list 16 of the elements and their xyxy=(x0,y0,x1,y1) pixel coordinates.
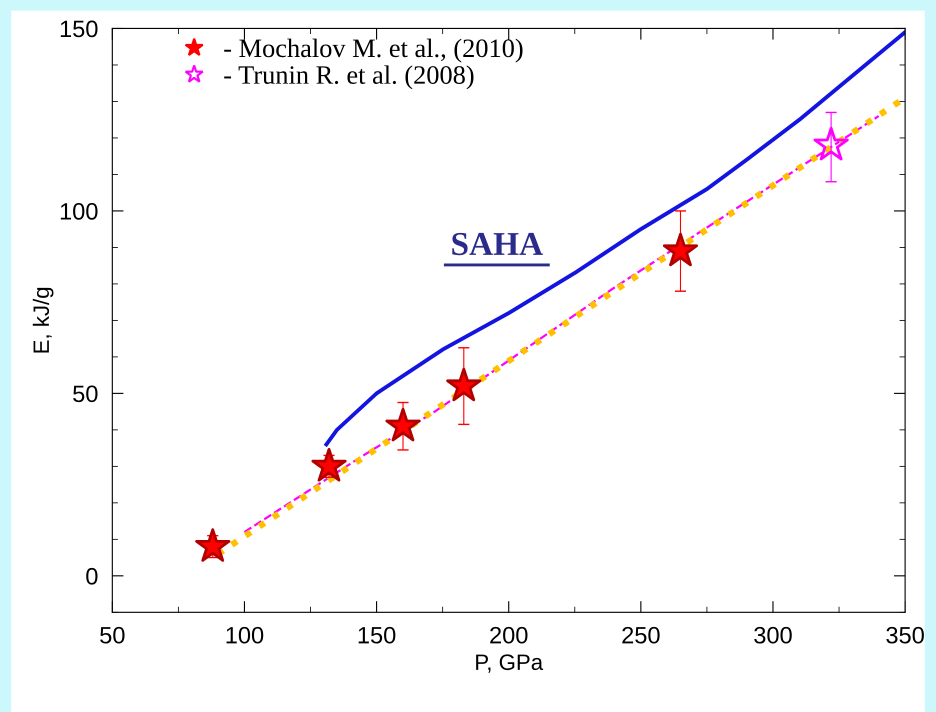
x-tick-label: 100 xyxy=(226,626,264,644)
x-tick-label: 50 xyxy=(100,626,125,644)
x-tick-label: 250 xyxy=(622,626,660,644)
x-tick-label: 300 xyxy=(754,626,792,644)
annotation: SAHA xyxy=(452,232,543,256)
y-tick-label: 50 xyxy=(73,385,98,402)
y-tick-label: 150 xyxy=(60,20,98,38)
x-axis-title: P, GPa xyxy=(476,654,544,673)
x-tick-label: 150 xyxy=(358,626,396,644)
y-tick-label: 0 xyxy=(86,568,98,585)
y-axis-title: E, kJ/g xyxy=(32,288,54,353)
x-tick-label: 200 xyxy=(490,626,528,644)
y-tick-label: 100 xyxy=(60,203,98,220)
x-tick-label: 350 xyxy=(886,626,924,644)
legend-label: - Mochalov M. et al., (2010) xyxy=(224,38,523,63)
legend-label: - Trunin R. et al. (2008) xyxy=(224,65,474,90)
